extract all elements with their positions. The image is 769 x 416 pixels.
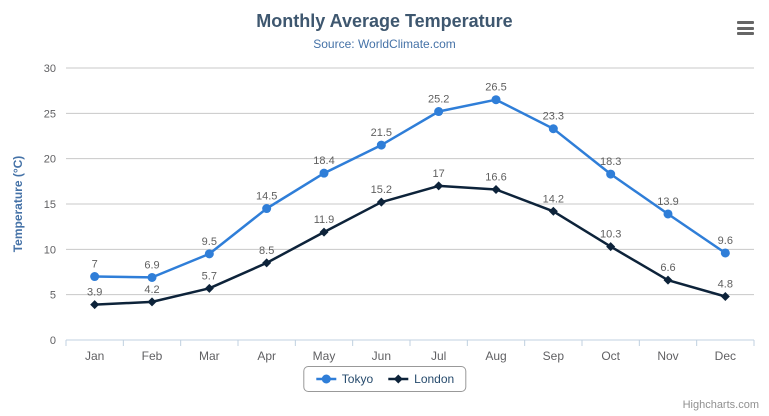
data-label: 18.4 [313,155,334,167]
legend-label-tokyo: Tokyo [341,372,374,386]
data-label: 17 [433,168,445,180]
x-axis-label: Dec [715,349,736,363]
data-label: 3.9 [87,287,102,299]
marker-london[interactable] [720,291,730,301]
y-axis-label: 30 [44,63,56,75]
data-label: 14.2 [543,193,564,205]
marker-london[interactable] [319,227,329,237]
marker-london[interactable] [204,283,214,293]
data-label: 5.7 [202,270,217,282]
marker-london[interactable] [147,297,157,307]
x-axis-label: Jun [372,349,391,363]
y-axis-label: 10 [44,244,56,256]
marker-tokyo[interactable] [606,169,616,179]
y-axis-label: 25 [44,108,56,120]
data-label: 13.9 [657,196,678,208]
marker-tokyo[interactable] [147,272,157,282]
data-label: 18.3 [600,156,621,168]
data-label: 11.9 [314,214,335,226]
x-axis-label: Feb [142,349,163,363]
marker-london[interactable] [663,275,673,285]
menu-bar [737,21,754,24]
menu-bar [737,26,754,30]
data-label: 26.5 [485,82,506,94]
series-line-tokyo[interactable] [93,98,727,279]
legend-item-tokyo[interactable]: Tokyo [315,372,373,386]
y-axis-title: Temperature (°C) [11,156,25,253]
x-axis-label: Apr [257,349,276,363]
data-label: 9.6 [718,235,733,247]
marker-tokyo[interactable] [720,248,730,258]
series-line-london[interactable] [93,184,727,306]
legend-label-london: London [414,372,455,386]
hamburger-menu-icon[interactable] [737,21,754,35]
data-label: 14.5 [256,191,277,203]
data-label: 7 [92,259,98,271]
menu-bar [737,32,754,35]
data-label: 4.8 [718,278,733,290]
data-label: 16.6 [485,171,506,183]
marker-london[interactable] [434,181,444,191]
tokyo-legend-marker-icon [315,374,336,384]
chart-title: Monthly Average Temperature [256,11,513,31]
x-axis-label: Mar [199,349,220,363]
marker-london[interactable] [491,184,501,194]
data-label: 6.6 [660,262,675,274]
marker-tokyo[interactable] [204,249,214,259]
marker-tokyo[interactable] [90,272,100,282]
marker-london[interactable] [376,197,386,207]
marker-london[interactable] [548,206,558,216]
marker-tokyo[interactable] [434,107,444,117]
y-axis-label: 20 [44,154,56,166]
data-label: 9.5 [202,236,217,248]
marker-tokyo[interactable] [663,209,673,219]
y-axis-label: 0 [50,335,56,347]
data-label: 6.9 [144,259,159,271]
legend: Tokyo London [302,366,467,392]
marker-tokyo[interactable] [491,95,501,105]
chart-subtitle: Source: WorldClimate.com [313,37,456,51]
marker-london[interactable] [606,242,616,252]
data-label: 25.2 [428,94,449,106]
credits-link[interactable]: Highcharts.com [682,399,759,411]
data-label: 15.2 [371,184,392,196]
x-axis-label: Oct [601,349,620,363]
marker-tokyo[interactable] [262,204,272,214]
marker-tokyo[interactable] [319,168,329,178]
x-axis-label: May [313,349,336,363]
data-label: 4.2 [144,284,159,296]
marker-london[interactable] [262,258,272,268]
marker-london[interactable] [90,300,100,310]
x-axis-label: Sep [543,349,565,363]
x-axis-label: Nov [657,349,678,363]
london-legend-marker-icon [388,374,409,384]
data-label: 10.3 [600,229,621,241]
y-axis-label: 15 [44,199,56,211]
x-axis-label: Aug [485,349,506,363]
y-axis-label: 5 [50,290,56,302]
marker-tokyo[interactable] [548,124,558,134]
x-axis-label: Jan [85,349,104,363]
data-label: 23.3 [543,111,564,123]
data-label: 21.5 [371,127,392,139]
marker-tokyo[interactable] [376,140,386,150]
legend-item-london[interactable]: London [387,372,454,386]
data-label: 8.5 [259,245,274,257]
x-axis-label: Jul [431,349,446,363]
